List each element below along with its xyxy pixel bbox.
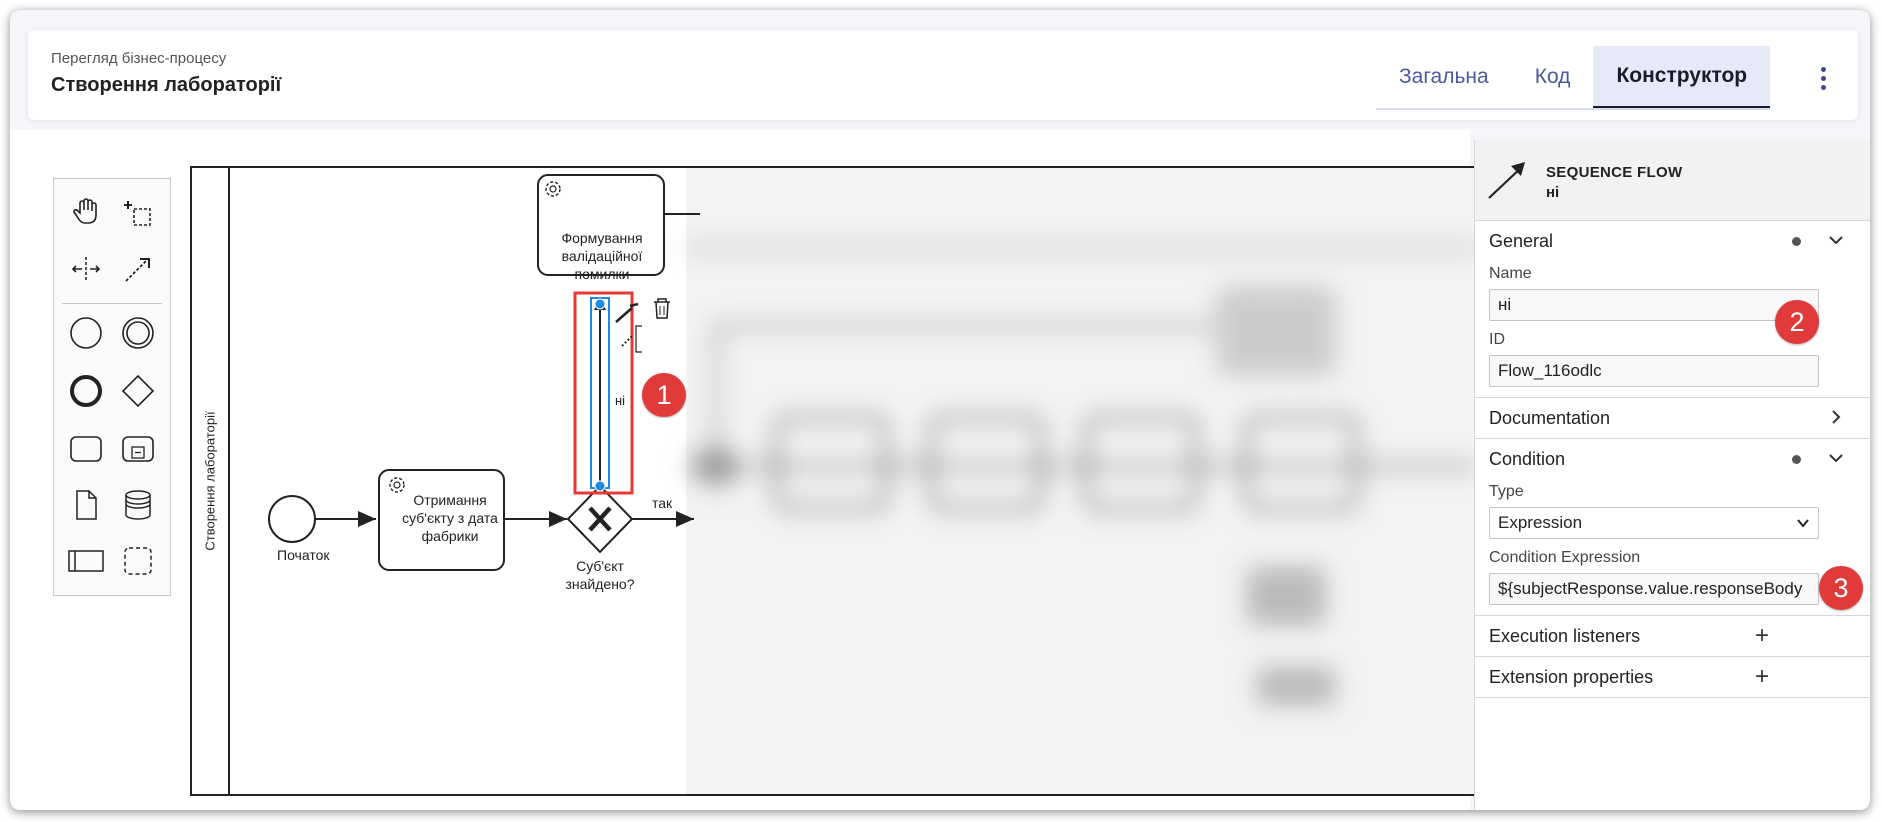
status-dot xyxy=(1792,237,1801,246)
space-tool-icon[interactable] xyxy=(66,249,106,289)
data-store-icon[interactable] xyxy=(118,485,158,525)
chevron-down-icon xyxy=(1797,519,1809,528)
flow-no-label: ні xyxy=(615,393,625,408)
tool-palette xyxy=(53,178,171,596)
gateway-label-line2: знайдено? xyxy=(565,576,634,592)
gateway-label-line1: Суб'єкт xyxy=(576,558,624,574)
properties-header: SEQUENCE FLOW ні xyxy=(1475,140,1870,221)
section-documentation-title: Documentation xyxy=(1489,407,1611,428)
intermediate-event-icon[interactable] xyxy=(118,313,158,353)
group-icon[interactable] xyxy=(118,541,158,581)
section-extension-properties-title: Extension properties xyxy=(1489,666,1654,687)
gateway-icon[interactable] xyxy=(118,371,158,411)
page-header: Перегляд бізнес-процесу Створення лабора… xyxy=(28,30,1858,120)
id-label: ID xyxy=(1489,331,1505,348)
annotation-badge-1: 1 xyxy=(642,373,686,417)
section-execution-listeners-title: Execution listeners xyxy=(1489,625,1641,646)
sequence-flow-icon xyxy=(1488,162,1525,199)
section-documentation: Documentation xyxy=(1475,398,1870,439)
section-condition: Condition Type Expression Condition Expr… xyxy=(1475,439,1870,616)
chevron-right-icon[interactable] xyxy=(1827,408,1845,426)
task-receive-label-line3: фабрики xyxy=(422,528,479,544)
selected-flow-no[interactable] xyxy=(573,291,634,495)
condition-expression-label: Condition Expression xyxy=(1489,549,1641,566)
subprocess-icon[interactable] xyxy=(118,429,158,469)
task-error-label-line2: валідаційної xyxy=(562,248,643,264)
tab-constructor[interactable]: Конструктор xyxy=(1593,46,1771,108)
chevron-down-icon[interactable] xyxy=(1827,449,1845,467)
start-event-icon[interactable] xyxy=(66,313,106,353)
annotation-badge-2: 2 xyxy=(1775,300,1819,344)
annotation-badge-3: 3 xyxy=(1819,566,1863,610)
section-extension-properties: Extension properties + xyxy=(1475,657,1870,698)
connect-wrench-icon[interactable] xyxy=(615,302,639,323)
data-object-icon[interactable] xyxy=(66,485,106,525)
section-general-header[interactable]: General xyxy=(1475,221,1870,261)
id-input[interactable]: Flow_116odlc xyxy=(1489,355,1819,387)
section-condition-title: Condition xyxy=(1489,448,1566,469)
add-icon[interactable]: + xyxy=(1754,622,1769,649)
type-label: Type xyxy=(1489,483,1524,500)
end-event-icon[interactable] xyxy=(66,371,106,411)
condition-type-value: Expression xyxy=(1498,513,1583,532)
task-validation-error[interactable] xyxy=(537,174,665,276)
context-pad xyxy=(615,298,670,353)
section-extension-properties-header[interactable]: Extension properties + xyxy=(1475,657,1870,697)
more-menu-icon[interactable] xyxy=(1808,60,1838,96)
tab-general[interactable]: Загальна xyxy=(1399,65,1489,88)
pool-header[interactable]: Створення лабораторії xyxy=(192,168,230,794)
condition-expression-input[interactable]: ${subjectResponse.value.responseBody xyxy=(1489,573,1819,605)
condition-type-select[interactable]: Expression xyxy=(1489,507,1819,539)
section-execution-listeners-header[interactable]: Execution listeners + xyxy=(1475,616,1870,656)
properties-panel: SEQUENCE FLOW ні General Name ні ID Flow… xyxy=(1474,140,1870,810)
name-input[interactable]: ні xyxy=(1489,289,1819,321)
name-label: Name xyxy=(1489,265,1532,282)
task-receive-subject[interactable] xyxy=(378,469,505,571)
gear-icon xyxy=(545,181,561,197)
lasso-tool-icon[interactable] xyxy=(118,191,158,231)
diagram-canvas[interactable]: Створення лабораторії Початок xyxy=(10,130,1482,810)
chevron-down-icon[interactable] xyxy=(1827,231,1845,249)
app-window: Перегляд бізнес-процесу Створення лабора… xyxy=(10,10,1870,810)
section-general: General Name ні ID Flow_116odlc xyxy=(1475,221,1870,398)
section-general-title: General xyxy=(1489,230,1554,251)
section-documentation-header[interactable]: Documentation xyxy=(1475,398,1870,438)
blurred-diagram-area xyxy=(686,166,1476,796)
tab-bar: Загальна Код Конструктор xyxy=(1376,46,1771,110)
add-icon[interactable]: + xyxy=(1754,663,1769,690)
tab-code[interactable]: Код xyxy=(1534,65,1571,88)
pool-icon[interactable] xyxy=(66,541,106,581)
start-event-label: Початок xyxy=(277,547,330,563)
breadcrumb: Перегляд бізнес-процесу xyxy=(51,50,227,67)
element-type: SEQUENCE FLOW xyxy=(1546,164,1683,181)
hand-tool-icon[interactable] xyxy=(66,191,106,231)
task-receive-label-line2: суб'єкту з дата xyxy=(402,510,498,526)
task-error-label-line1: Формування xyxy=(561,230,642,246)
section-condition-header[interactable]: Condition xyxy=(1475,439,1870,479)
task-error-label-line3: помилки xyxy=(575,266,630,282)
text-annotation-icon[interactable] xyxy=(635,325,642,353)
flow-yes-label: так xyxy=(652,495,673,511)
gear-icon xyxy=(389,477,405,493)
pool-participant[interactable]: Створення лабораторії xyxy=(190,166,1482,796)
delete-trash-icon[interactable] xyxy=(654,298,670,319)
global-connect-icon[interactable] xyxy=(118,249,158,289)
task-receive-label-line1: Отримання xyxy=(413,492,486,508)
exclusive-gateway[interactable] xyxy=(566,484,634,554)
section-execution-listeners: Execution listeners + xyxy=(1475,616,1870,657)
status-dot xyxy=(1792,455,1801,464)
start-event[interactable] xyxy=(268,495,316,543)
element-name: ні xyxy=(1546,184,1560,201)
page-title: Створення лабораторії xyxy=(51,74,282,96)
task-icon[interactable] xyxy=(66,429,106,469)
bpmn-diagram: Початок Отримання суб'єкту з дата фабрик… xyxy=(268,174,700,592)
